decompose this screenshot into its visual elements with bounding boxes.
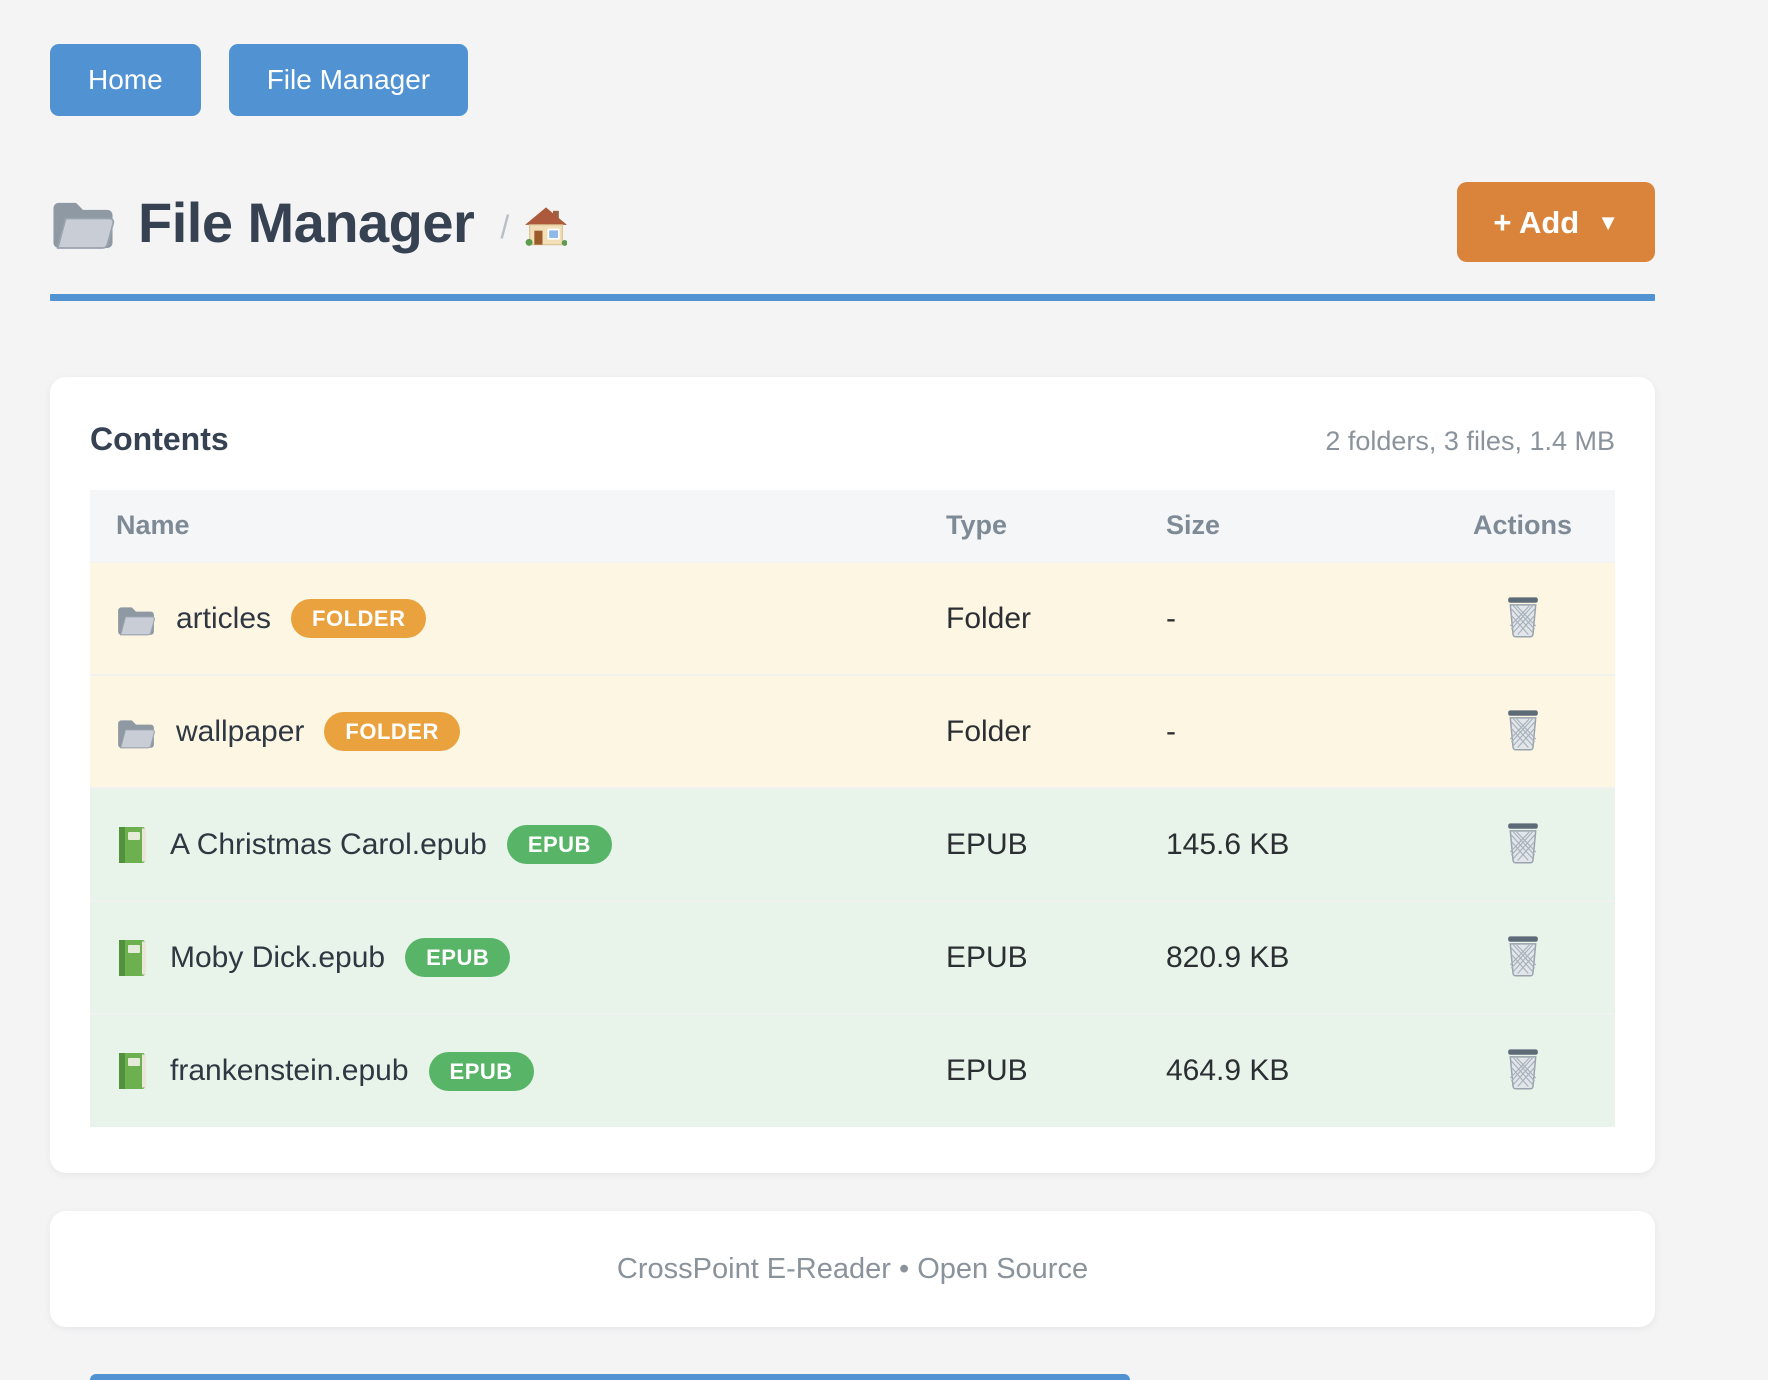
type-badge: EPUB — [405, 938, 511, 977]
folder-icon — [50, 194, 116, 250]
contents-header: Contents 2 folders, 3 files, 1.4 MB — [90, 421, 1615, 458]
type-cell: Folder — [946, 714, 1032, 748]
home-icon[interactable] — [525, 206, 568, 246]
column-header-size: Size — [1140, 490, 1430, 562]
title-row: File Manager / + Add ▼ — [50, 182, 1655, 262]
book-icon — [116, 825, 150, 865]
file-name[interactable]: articles — [176, 601, 272, 635]
file-manager-button[interactable]: File Manager — [228, 44, 469, 116]
table-header-row: Name Type Size Actions — [90, 490, 1615, 562]
delete-button[interactable] — [1501, 931, 1545, 984]
column-header-type: Type — [920, 490, 1140, 562]
file-name[interactable]: Moby Dick.epub — [170, 940, 386, 974]
type-badge: FOLDER — [324, 712, 460, 751]
footer-text: CrossPoint E-Reader • Open Source — [616, 1252, 1089, 1285]
delete-button[interactable] — [1501, 705, 1545, 758]
page-title: File Manager — [138, 190, 475, 254]
book-icon — [116, 1051, 150, 1091]
table-row[interactable]: articles FOLDER Folder - — [90, 562, 1615, 675]
trash-icon — [1505, 1048, 1541, 1093]
page-title-group: File Manager / — [50, 190, 568, 255]
book-icon — [116, 938, 150, 978]
file-name[interactable]: frankenstein.epub — [170, 1054, 409, 1087]
type-badge: FOLDER — [291, 599, 427, 638]
folder-icon — [116, 715, 156, 749]
type-cell: Folder — [946, 601, 1032, 635]
size-cell: 464.9 KB — [1166, 1054, 1290, 1087]
home-button[interactable]: Home — [50, 44, 201, 116]
size-cell: - — [1166, 601, 1176, 635]
size-cell: - — [1166, 714, 1176, 748]
add-button[interactable]: + Add ▼ — [1457, 182, 1655, 262]
delete-button[interactable] — [1501, 818, 1545, 871]
type-badge: EPUB — [506, 825, 612, 864]
delete-button[interactable] — [1501, 1044, 1545, 1097]
caret-down-icon: ▼ — [1597, 210, 1619, 235]
type-cell: EPUB — [946, 1054, 1028, 1087]
type-cell: EPUB — [946, 940, 1028, 974]
trash-icon — [1505, 935, 1541, 980]
top-nav: Home File Manager — [50, 44, 1655, 116]
page-content: Home File Manager File Manager / + Add ▼… — [50, 0, 1655, 1327]
trash-icon — [1505, 709, 1541, 754]
trash-icon — [1505, 596, 1541, 641]
title-divider — [50, 294, 1655, 301]
partially-visible-element — [90, 1374, 1130, 1380]
file-name[interactable]: A Christmas Carol.epub — [170, 827, 487, 861]
contents-summary: 2 folders, 3 files, 1.4 MB — [1325, 426, 1615, 456]
file-table: Name Type Size Actions articles FOLDER — [90, 490, 1615, 1127]
delete-button[interactable] — [1501, 592, 1545, 645]
size-cell: 145.6 KB — [1166, 827, 1290, 861]
contents-heading: Contents — [90, 421, 229, 457]
table-row[interactable]: Moby Dick.epub EPUB EPUB 820.9 KB — [90, 901, 1615, 1014]
type-cell: EPUB — [946, 827, 1028, 861]
folder-icon — [116, 602, 156, 636]
table-row[interactable]: wallpaper FOLDER Folder - — [90, 675, 1615, 788]
footer: CrossPoint E-Reader • Open Source — [50, 1211, 1655, 1327]
breadcrumb-separator: / — [500, 208, 510, 245]
table-row[interactable]: A Christmas Carol.epub EPUB EPUB 145.6 K… — [90, 788, 1615, 901]
table-row[interactable]: frankenstein.epub EPUB EPUB 464.9 KB — [90, 1014, 1615, 1127]
trash-icon — [1505, 822, 1541, 867]
add-button-label: + Add — [1493, 204, 1580, 240]
file-name[interactable]: wallpaper — [176, 714, 305, 748]
column-header-name: Name — [90, 490, 920, 562]
column-header-actions: Actions — [1430, 490, 1615, 562]
type-badge: EPUB — [428, 1051, 534, 1091]
contents-card: Contents 2 folders, 3 files, 1.4 MB Name… — [50, 377, 1655, 1173]
size-cell: 820.9 KB — [1166, 940, 1290, 974]
